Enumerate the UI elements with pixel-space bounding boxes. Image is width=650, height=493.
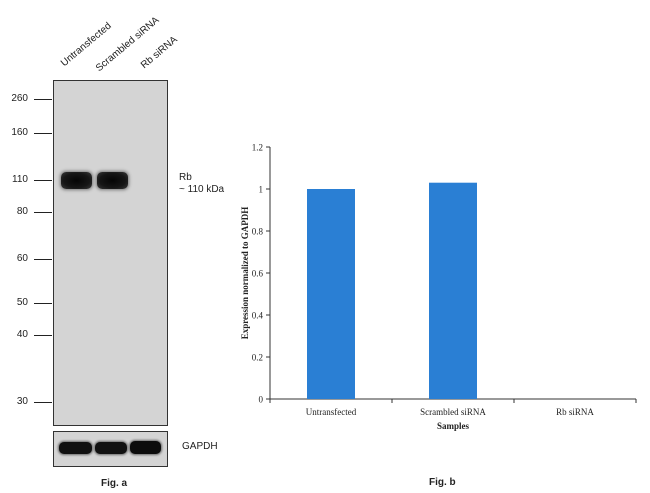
mw-marker-label: 60 [16,253,28,264]
y-tick-label: 1 [259,185,264,195]
gapdh-band-scrambled-sirna [95,442,127,454]
mw-marker-label: 50 [16,297,28,308]
gapdh-band-untransfected [59,442,92,454]
x-tick-label: Scrambled siRNA [420,407,486,417]
mw-marker-tick [34,335,52,336]
y-tick-label: 0 [259,395,264,405]
figure-b-caption: Fig. b [429,477,456,488]
mw-marker-tick [34,303,52,304]
bar-scrambled-sirna [429,182,477,399]
figure-a-caption: Fig. a [101,478,128,489]
mw-marker-tick [34,99,52,100]
band-size-label: ~ 110 kDa [179,184,225,195]
x-axis-title: Samples [437,421,470,431]
y-tick-label: 0.8 [252,227,264,237]
mw-marker-tick [34,259,52,260]
loading-control-label: GAPDH [182,441,218,452]
bar-untransfected [307,189,355,399]
rb-band-untransfected [61,172,92,189]
mw-marker-tick [34,133,52,134]
mw-marker-tick [34,402,52,403]
x-tick-label: Rb siRNA [556,407,594,417]
gapdh-band-rb-sirna [130,441,161,454]
y-tick-label: 0.6 [252,269,264,279]
x-tick-label: Untransfected [306,407,357,417]
gapdh-blot-membrane [53,431,168,467]
rb-band-scrambled-sirna [97,172,128,189]
y-tick-label: 0.4 [252,311,264,321]
mw-marker-label: 260 [11,93,28,104]
mw-marker-label: 30 [16,396,28,407]
y-tick-label: 0.2 [252,353,263,363]
band-label: Rb [179,172,192,183]
mw-marker-tick [34,180,52,181]
mw-marker-label: 110 [12,174,28,185]
western-blot-membrane [53,80,168,426]
y-tick-label: 1.2 [252,143,263,153]
y-axis-title: Expression normalized to GAPDH [240,207,250,340]
mw-marker-label: 80 [16,206,28,217]
mw-marker-label: 160 [11,127,28,138]
mw-marker-label: 40 [16,329,28,340]
mw-marker-tick [34,212,52,213]
